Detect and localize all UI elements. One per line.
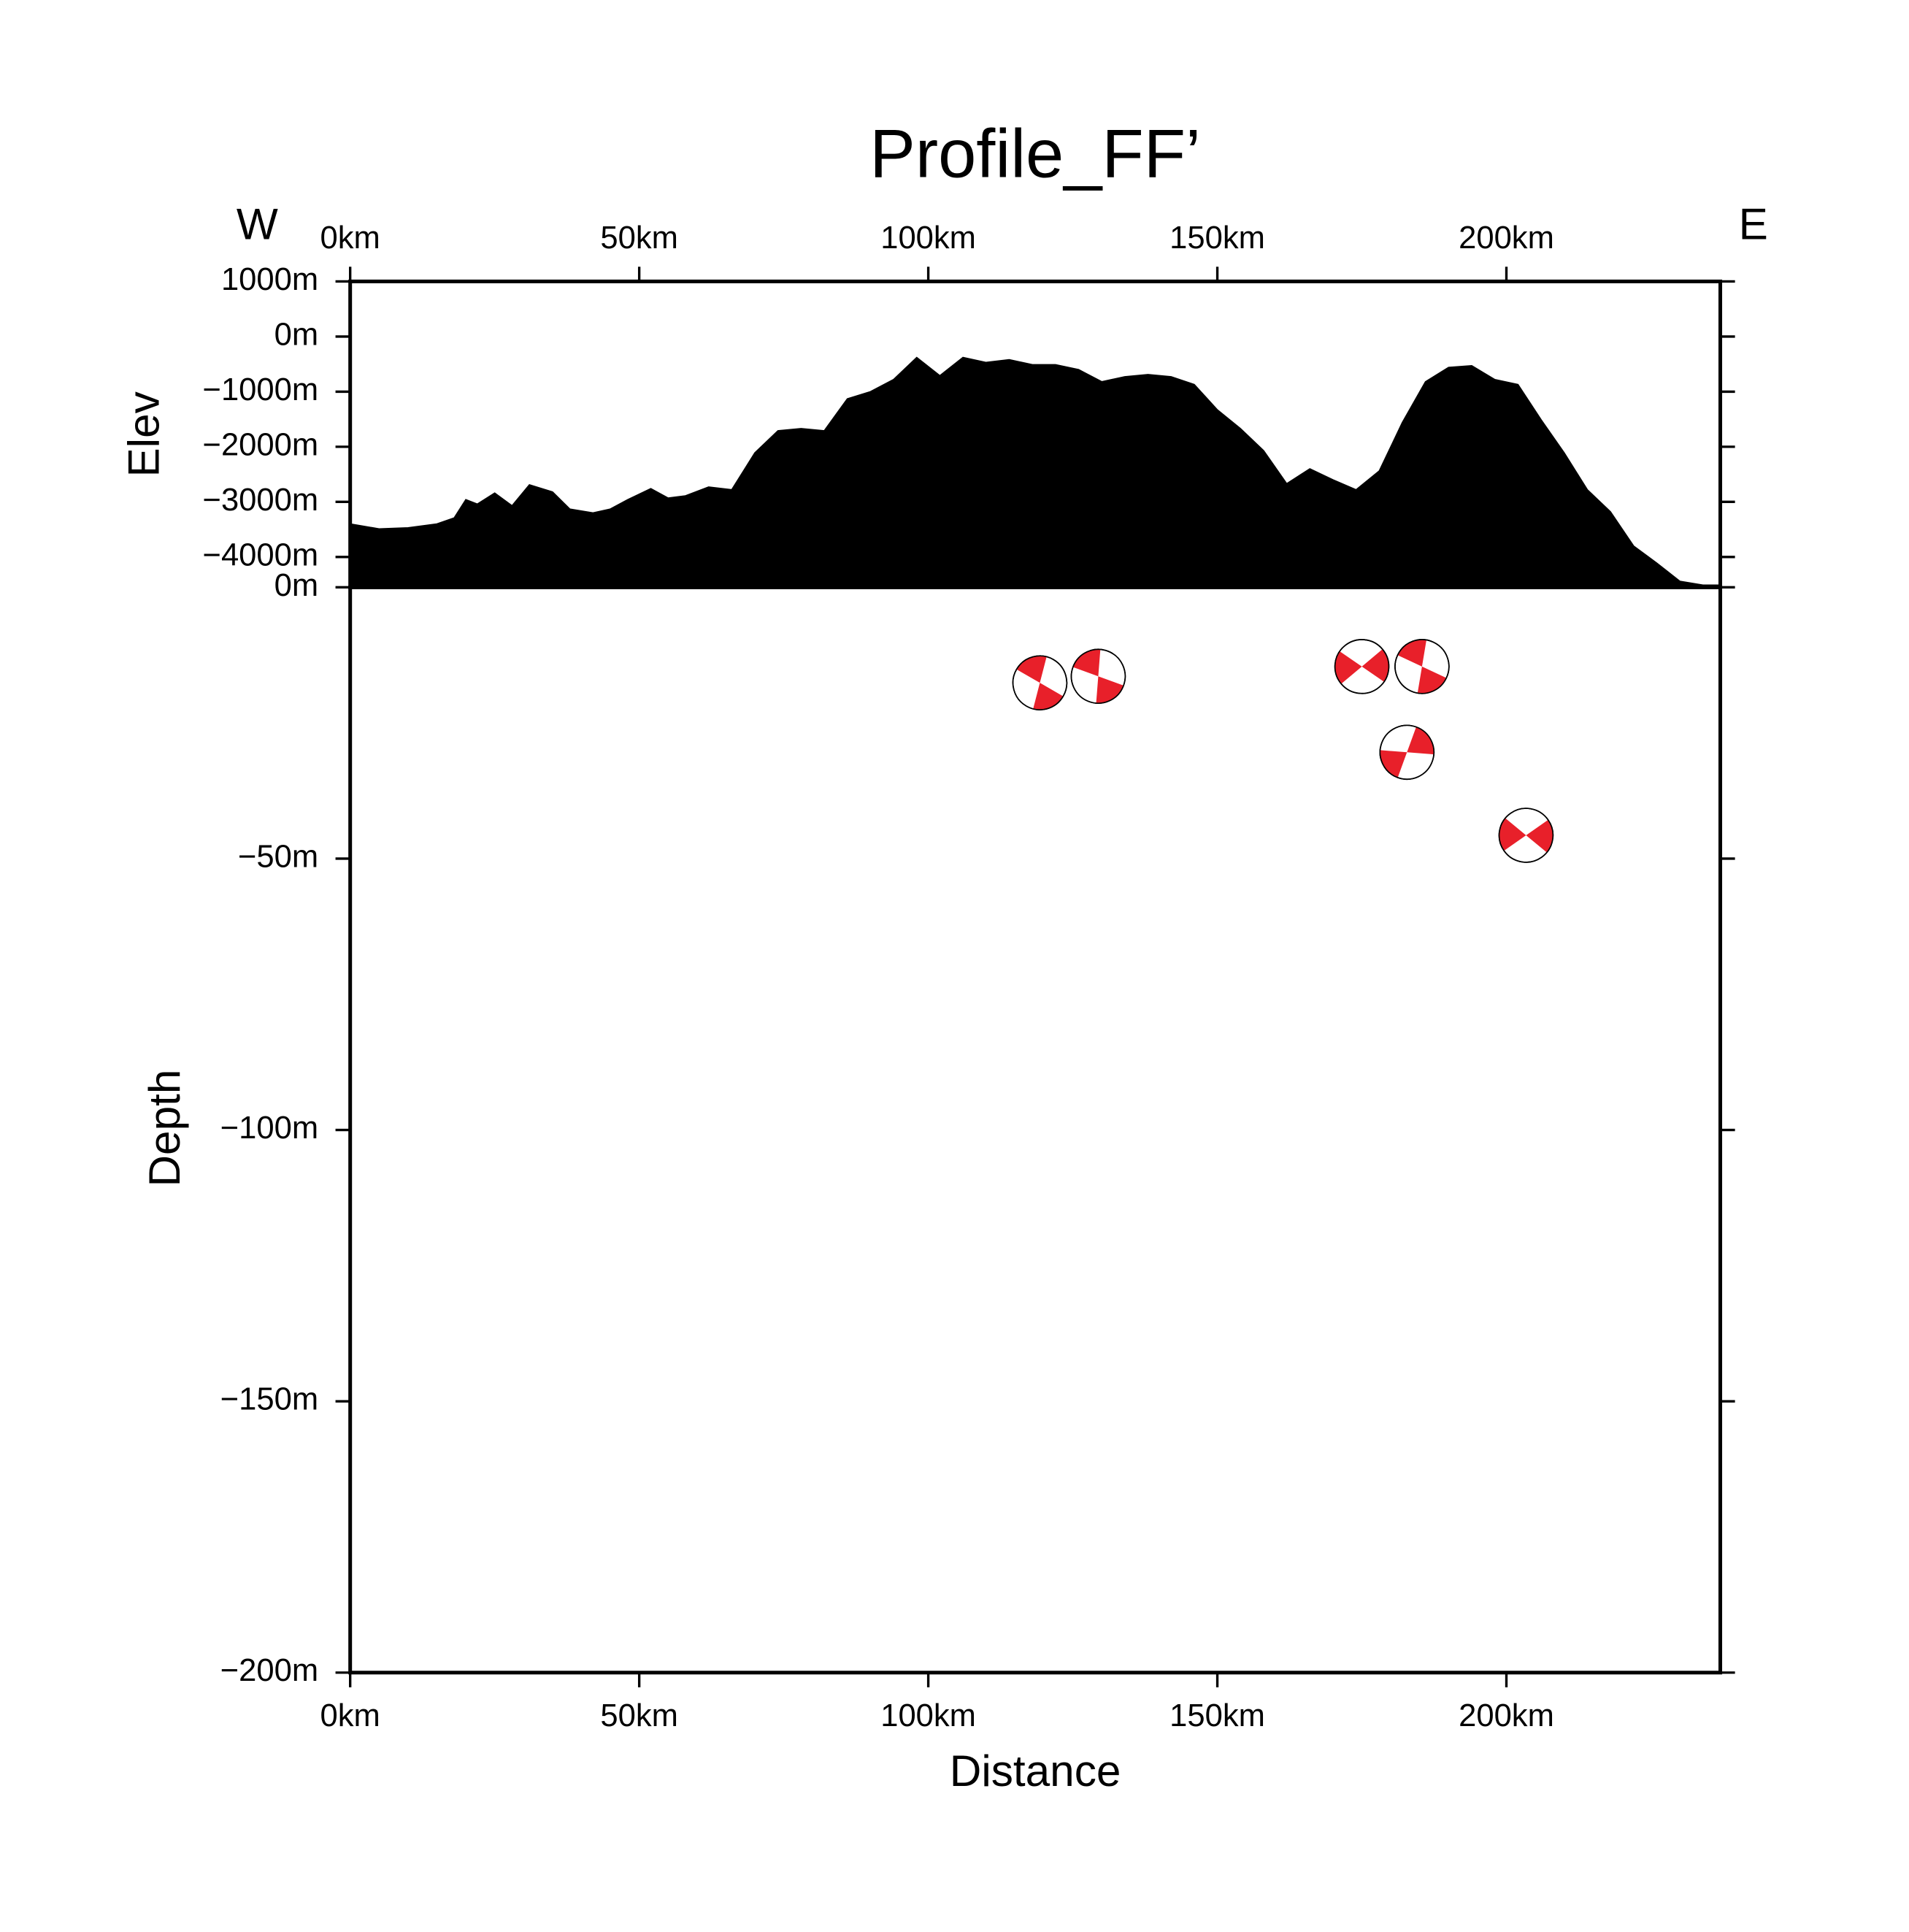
y-tick-label: −1000m xyxy=(203,372,319,407)
x-tick-label: 200km xyxy=(1459,221,1554,256)
x-tick-label: 50km xyxy=(600,221,677,256)
beachball-wedge xyxy=(1380,727,1434,778)
beachball-outline xyxy=(1334,639,1390,694)
x-tick-label: 100km xyxy=(880,221,976,256)
x-tick-label: 100km xyxy=(880,1698,976,1733)
beachball-outline xyxy=(1394,639,1450,694)
y-tick-label: 0m xyxy=(274,568,319,603)
beachball-outline xyxy=(1379,724,1435,780)
beachball-outline xyxy=(1070,648,1126,704)
chart-title: Profile_FF’ xyxy=(869,115,1201,192)
y-tick-label: −4000m xyxy=(203,537,319,572)
y-axis-label: Elev xyxy=(118,391,168,477)
beachball-outline xyxy=(1498,808,1554,863)
area-fill xyxy=(350,357,1721,588)
y-tick-label: 1000m xyxy=(221,262,318,297)
y-tick-label: −50m xyxy=(238,839,318,874)
x-tick-label: 150km xyxy=(1169,1698,1265,1733)
y-axis-label: Depth xyxy=(139,1070,189,1187)
x-axis-label: Distance xyxy=(950,1746,1121,1795)
y-tick-label: −200m xyxy=(220,1653,318,1688)
x-tick-label: 150km xyxy=(1169,221,1265,256)
focal-mechanism xyxy=(1379,724,1435,780)
beachball-wedge xyxy=(1499,818,1553,853)
elevation-line xyxy=(350,356,1721,586)
east-label: E xyxy=(1739,199,1768,249)
west-label: W xyxy=(237,199,278,249)
y-tick-label: −3000m xyxy=(203,483,319,518)
y-tick-label: 0m xyxy=(274,317,319,352)
y-tick-label: −100m xyxy=(220,1111,318,1146)
plot-frame xyxy=(348,585,1723,1675)
beachball-outline xyxy=(1012,655,1068,710)
y-tick-label: −2000m xyxy=(203,427,319,462)
x-tick-label: 0km xyxy=(320,221,380,256)
focal-mechanism xyxy=(1012,655,1068,710)
x-tick-label: 0km xyxy=(320,1698,380,1733)
focal-mechanism xyxy=(1394,639,1450,694)
beachball-wedge xyxy=(1072,649,1124,704)
focal-mechanism xyxy=(1498,808,1554,863)
x-tick-label: 50km xyxy=(600,1698,677,1733)
focal-mechanism xyxy=(1070,648,1126,704)
x-tick-label: 200km xyxy=(1459,1698,1554,1733)
y-tick-label: −150m xyxy=(220,1382,318,1417)
focal-mechanism xyxy=(1334,639,1390,694)
